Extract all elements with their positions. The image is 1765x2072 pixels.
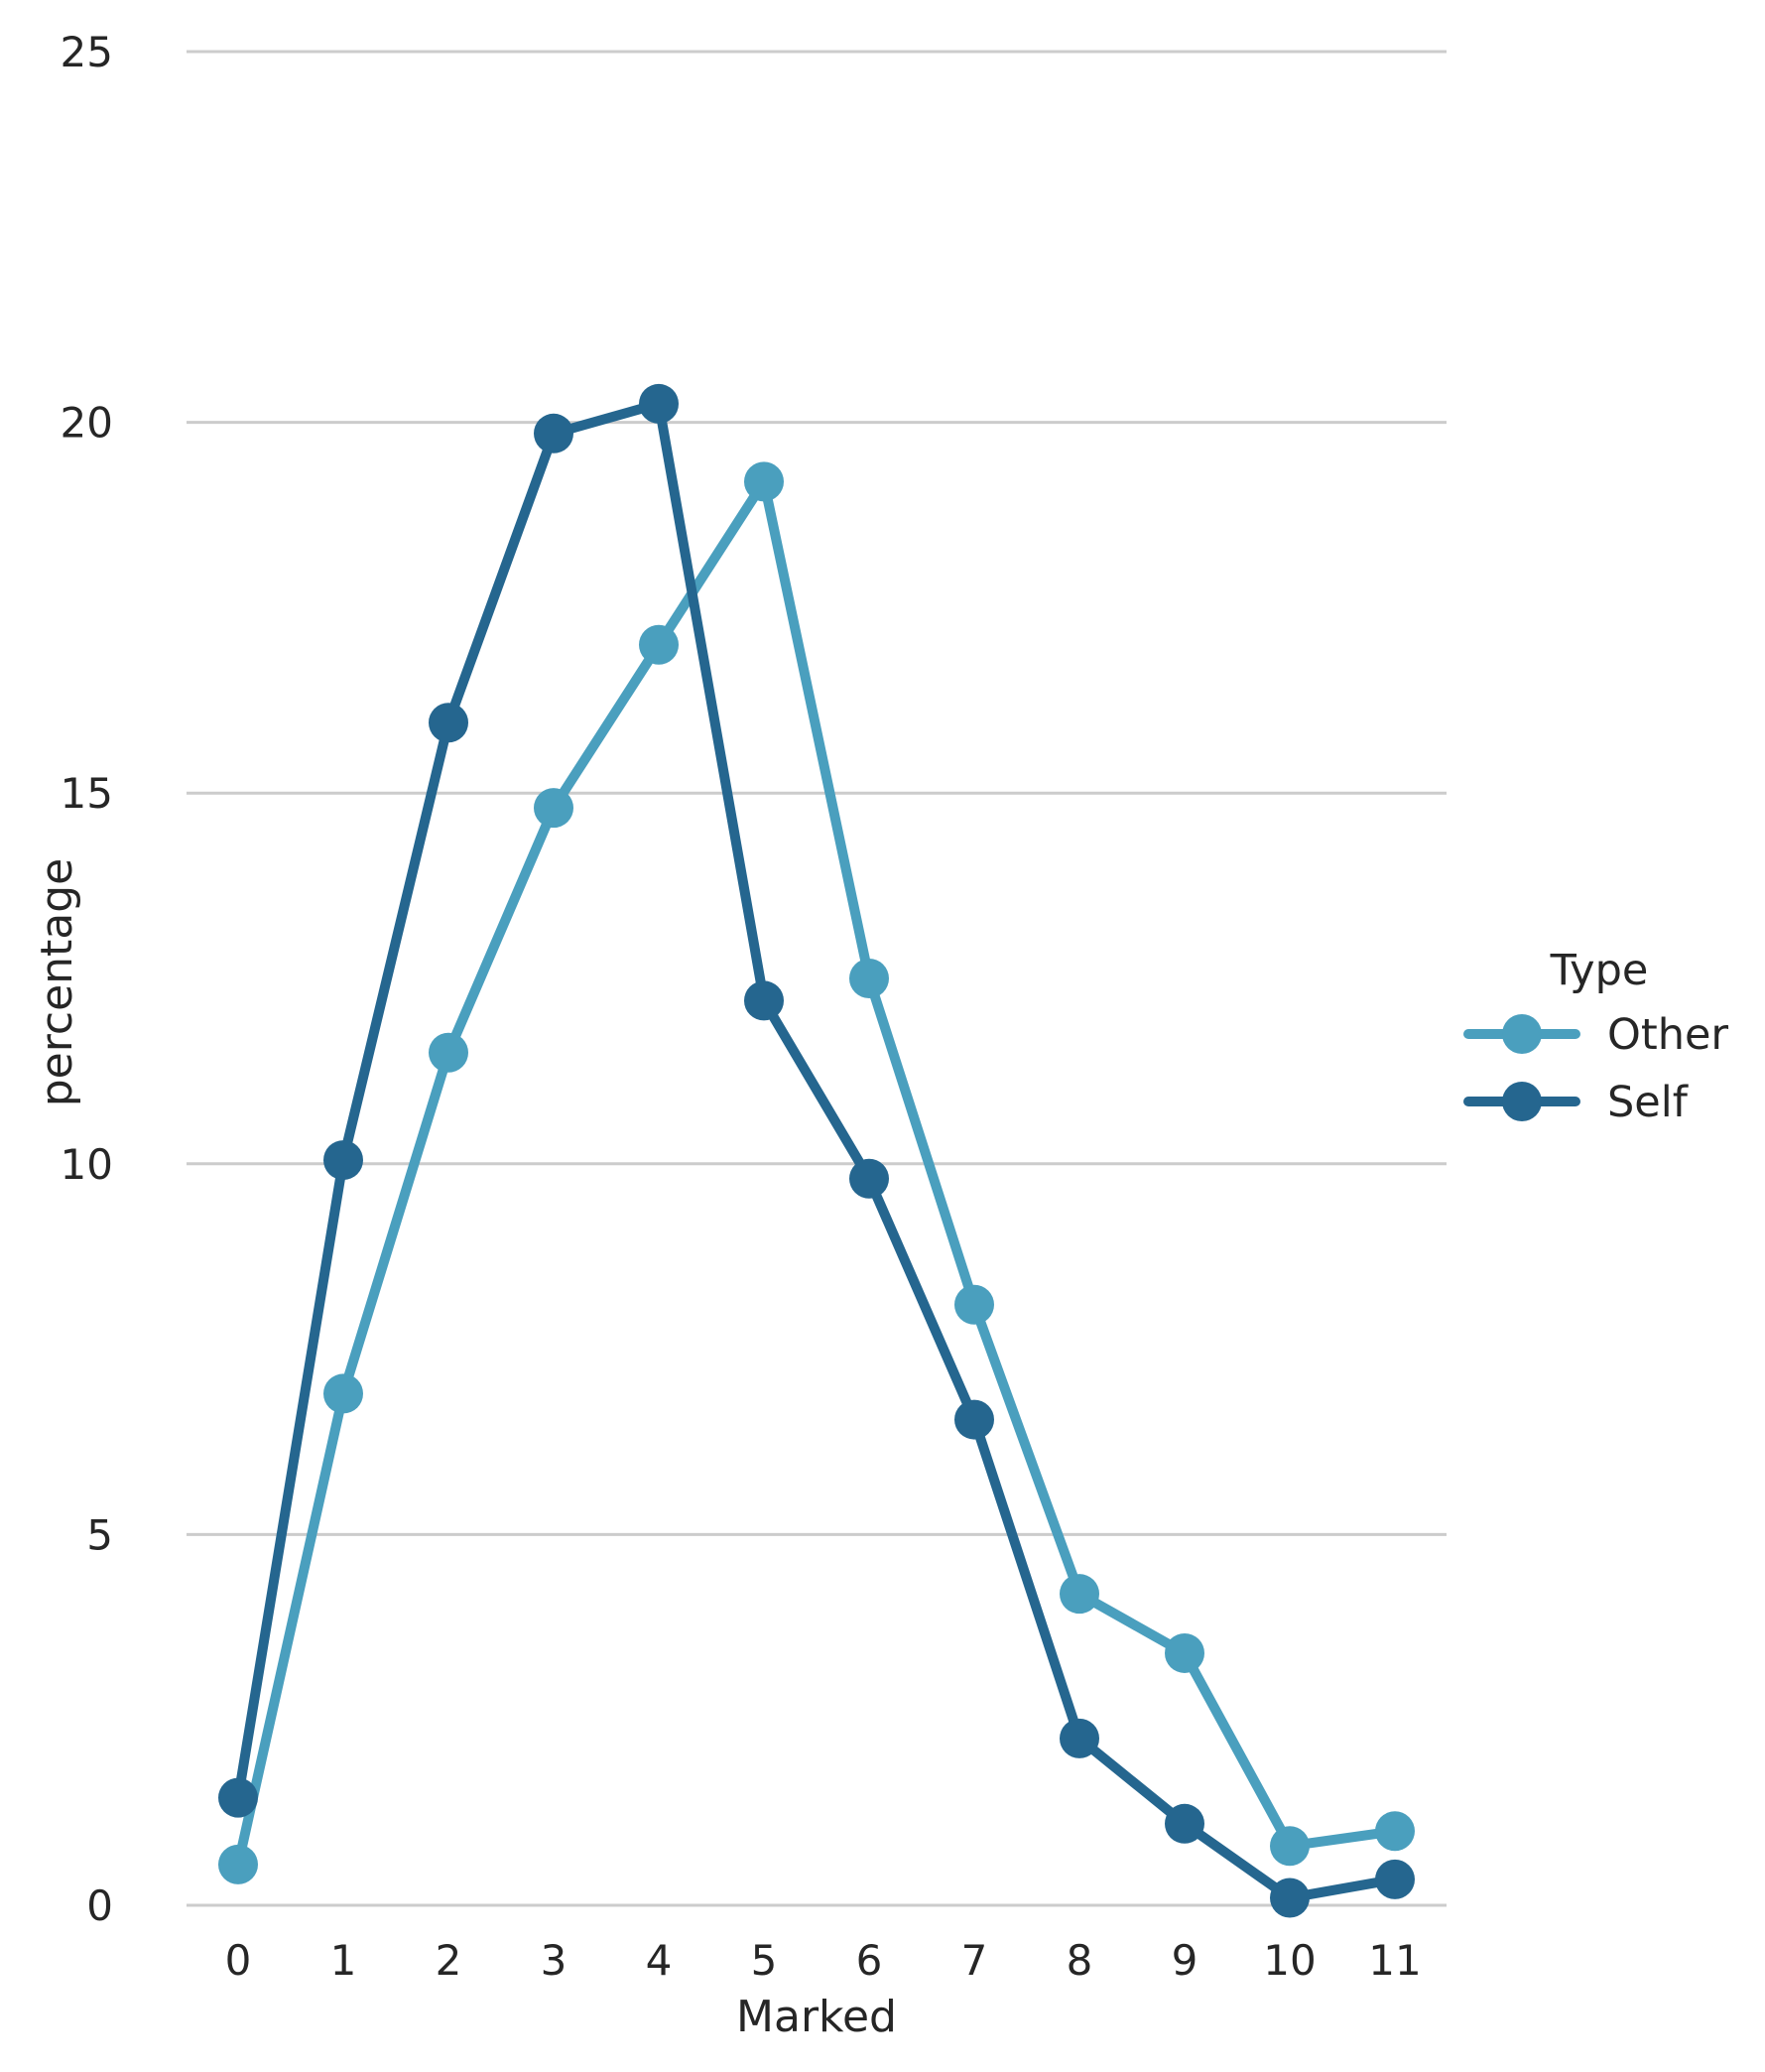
x-tick-label: 2	[436, 1936, 462, 1985]
legend-item-other: Other	[1463, 1010, 1728, 1060]
grid-layer	[187, 50, 1447, 1907]
series-line-other	[233, 476, 1400, 1870]
x-tick-label: 5	[751, 1936, 778, 1985]
x-tick-label: 9	[1172, 1936, 1198, 1985]
x-tick-label: 0	[225, 1936, 252, 1985]
legend-title: Type	[1550, 946, 1649, 995]
data-point-other	[323, 1373, 363, 1414]
x-tick-label: 3	[541, 1936, 567, 1985]
data-point-other	[744, 461, 784, 502]
series-self	[218, 383, 1415, 1918]
data-point-self	[534, 413, 573, 453]
y-tick-label: 25	[61, 28, 113, 76]
series-line-self	[233, 398, 1400, 1903]
data-point-other	[849, 959, 889, 998]
series-other	[218, 461, 1415, 1884]
data-point-self	[639, 383, 679, 424]
data-point-self	[1060, 1718, 1099, 1758]
y-tick-label: 5	[86, 1510, 113, 1559]
y-tick-label: 10	[61, 1140, 113, 1189]
data-point-other	[534, 788, 573, 829]
data-point-self	[1165, 1803, 1204, 1844]
legend: Type Other Self	[1463, 946, 1728, 1127]
data-point-self	[323, 1140, 363, 1181]
data-point-other	[1165, 1632, 1204, 1673]
series-layer	[218, 383, 1415, 1918]
x-axis-ticks: 0 1 2 3 4 5 6 7 8 9 10 11	[225, 1936, 1422, 1985]
x-axis-title: Marked	[736, 1992, 897, 2042]
x-tick-label: 10	[1263, 1936, 1316, 1985]
data-point-other	[954, 1284, 994, 1325]
legend-label: Other	[1607, 1010, 1728, 1060]
data-point-other	[1060, 1574, 1099, 1615]
data-point-self	[954, 1399, 994, 1440]
data-point-other	[1270, 1826, 1310, 1867]
data-point-self	[218, 1777, 258, 1818]
x-tick-label: 1	[330, 1936, 357, 1985]
x-tick-label: 6	[856, 1936, 883, 1985]
y-tick-label: 0	[86, 1881, 113, 1930]
data-point-other	[639, 624, 679, 665]
y-axis-title: percentage	[32, 858, 82, 1107]
data-point-other	[429, 1032, 468, 1073]
y-tick-label: 15	[61, 769, 113, 818]
x-tick-label: 11	[1368, 1936, 1421, 1985]
y-axis-ticks: 0 5 10 15 20 25	[61, 28, 113, 1930]
legend-item-self: Self	[1463, 1078, 1689, 1127]
data-point-self	[1375, 1859, 1415, 1899]
x-tick-label: 7	[961, 1936, 988, 1985]
legend-swatch-marker	[1502, 1014, 1542, 1054]
x-tick-label: 4	[646, 1936, 673, 1985]
data-point-self	[744, 980, 784, 1021]
x-tick-label: 8	[1067, 1936, 1093, 1985]
data-point-self	[429, 703, 468, 743]
legend-swatch-marker	[1502, 1082, 1542, 1121]
legend-items: Other Self	[1463, 1010, 1728, 1127]
data-point-other	[1375, 1811, 1415, 1852]
y-tick-label: 20	[61, 399, 113, 448]
legend-label: Self	[1607, 1078, 1689, 1127]
data-point-self	[1270, 1878, 1310, 1918]
data-point-self	[849, 1158, 889, 1199]
data-point-other	[218, 1844, 258, 1884]
